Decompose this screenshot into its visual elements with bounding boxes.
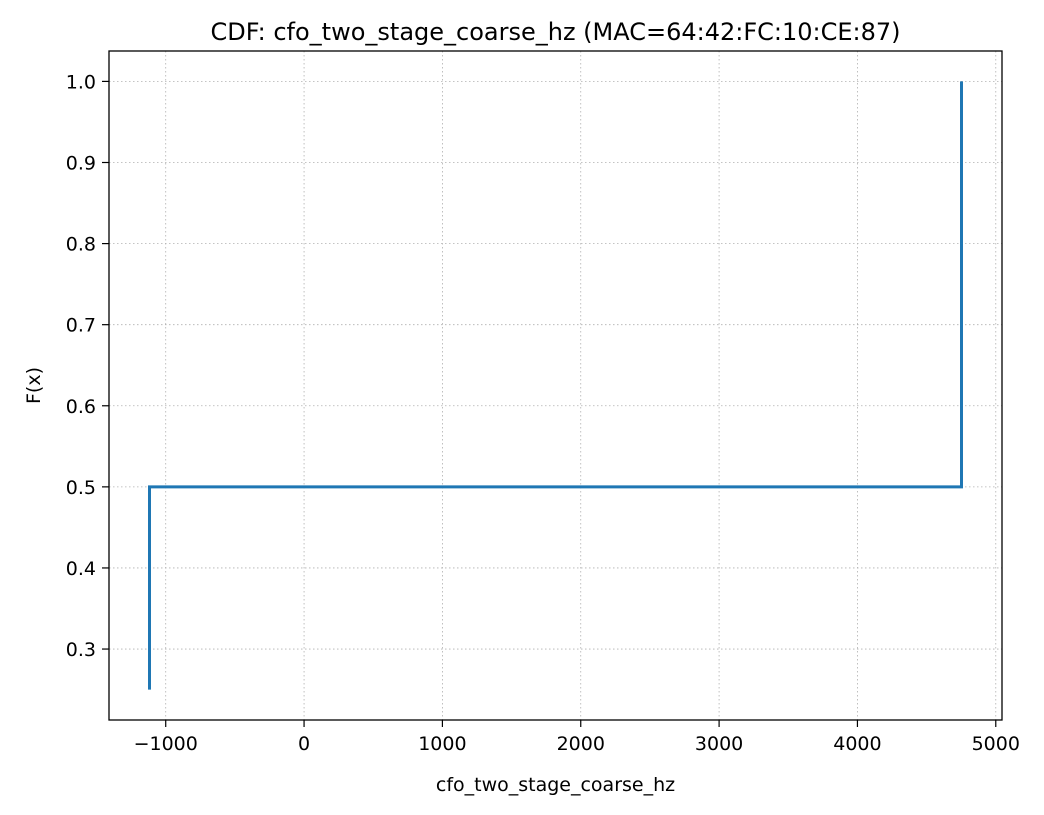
y-tick-label: 0.9: [66, 153, 96, 175]
x-tick-label: 5000: [972, 733, 1020, 755]
y-tick-label: 0.8: [66, 234, 96, 256]
x-tick-label: 2000: [557, 733, 605, 755]
y-tick-label: 0.6: [66, 396, 96, 418]
y-tick-label: 0.3: [66, 639, 96, 661]
x-tick-label: 0: [298, 733, 310, 755]
plot-frame: [108, 50, 1003, 721]
cdf-series-line: [148, 81, 963, 690]
y-tick-label: 0.5: [66, 477, 96, 499]
y-tick-label: 0.4: [66, 558, 96, 580]
x-axis-ticks: −1000 0 1000 2000 3000 4000 5000: [134, 720, 1020, 755]
y-tick-label: 0.7: [66, 315, 96, 337]
x-axis-label: cfo_two_stage_coarse_hz: [436, 774, 675, 796]
x-tick-label: 3000: [695, 733, 743, 755]
y-axis-ticks: 0.3 0.4 0.5 0.6 0.7 0.8 0.9 1.0: [66, 71, 109, 661]
x-tick-label: −1000: [134, 733, 198, 755]
y-tick-label: 1.0: [66, 71, 96, 93]
x-tick-label: 4000: [833, 733, 881, 755]
x-tick-label: 1000: [418, 733, 466, 755]
y-axis-label: F(x): [23, 367, 45, 404]
series-layer: [148, 81, 963, 690]
chart-title: CDF: cfo_two_stage_coarse_hz (MAC=64:42:…: [210, 18, 900, 46]
